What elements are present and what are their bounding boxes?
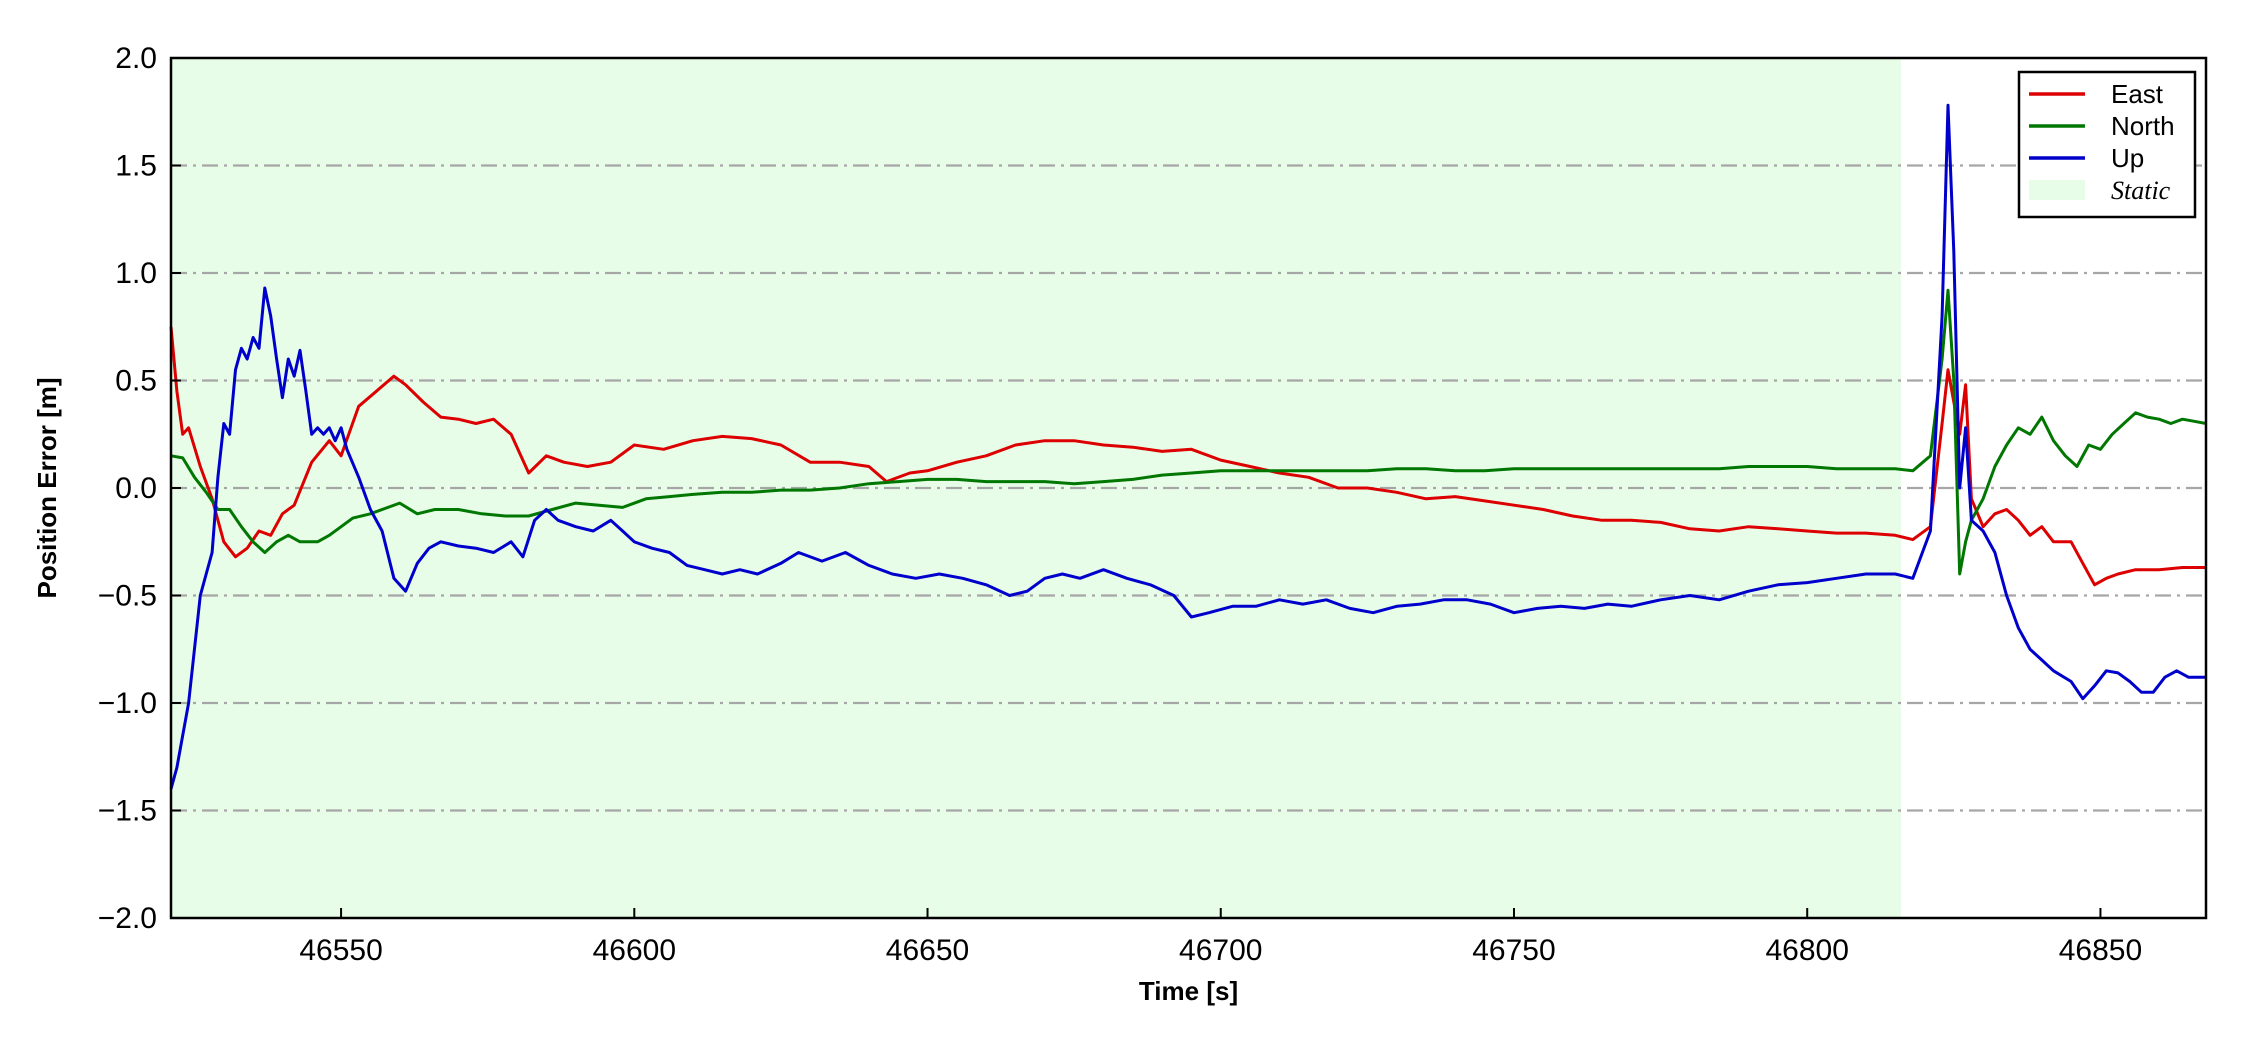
legend-swatch-static — [2029, 180, 2085, 200]
x-axis-label: Time [s] — [1139, 976, 1238, 1006]
x-tick-label: 46550 — [299, 934, 382, 967]
legend-label-static: Static — [2111, 176, 2171, 205]
series-lines — [169, 103, 2207, 790]
y-tick-label: −2.0 — [98, 902, 157, 935]
y-tick-label: 0.5 — [115, 365, 157, 398]
series-line-east — [169, 326, 2206, 587]
x-axis-ticks: 46550 46600 46650 46700 46750 46800 46850 — [299, 908, 2142, 967]
y-tick-label: −1.0 — [98, 687, 157, 720]
x-tick-label: 46650 — [886, 934, 969, 967]
series-line-up — [169, 103, 2206, 790]
legend-label-north: North — [2111, 111, 2175, 141]
y-tick-label: −1.5 — [98, 795, 157, 828]
y-tick-label: 1.5 — [115, 150, 157, 183]
x-tick-label: 46750 — [1472, 934, 1555, 967]
series-line-north — [170, 288, 2207, 576]
y-tick-label: 1.0 — [115, 257, 157, 290]
y-tick-label: 0.0 — [115, 472, 157, 505]
x-tick-label: 46850 — [2059, 934, 2142, 967]
y-tick-label: −0.5 — [98, 580, 157, 613]
x-tick-label: 46700 — [1179, 934, 1262, 967]
x-tick-label: 46800 — [1765, 934, 1848, 967]
x-tick-label: 46600 — [593, 934, 676, 967]
legend-label-east: East — [2111, 79, 2164, 109]
y-tick-label: 2.0 — [115, 42, 157, 75]
legend-label-up: Up — [2111, 143, 2144, 173]
y-axis-label: Position Error [m] — [32, 377, 62, 598]
y-axis-ticks: −2.0 −1.5 −1.0 −0.5 0.0 0.5 1.0 1.5 2.0 — [98, 42, 181, 935]
